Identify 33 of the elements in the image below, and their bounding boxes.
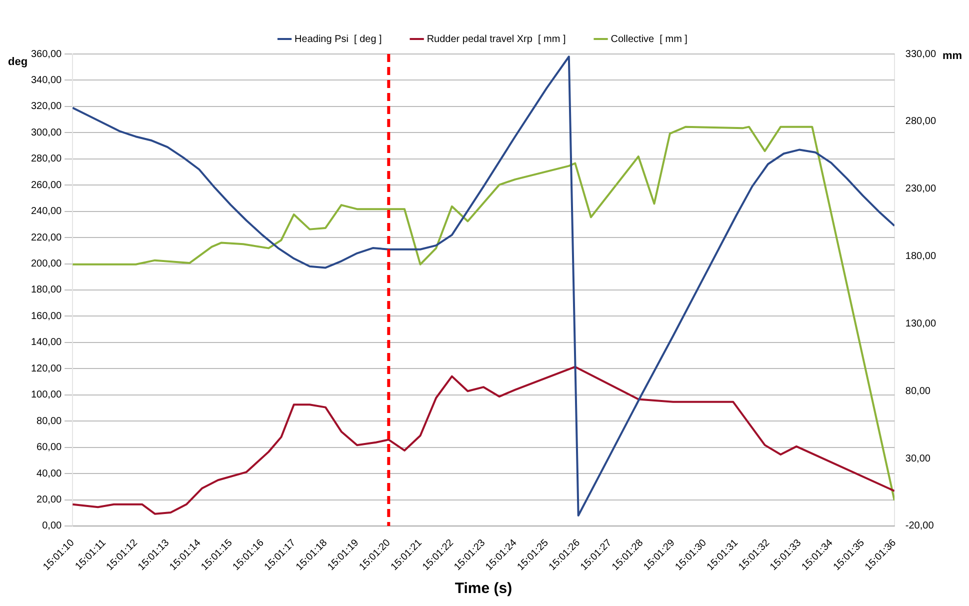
y-tick-label: 240,00 [30, 206, 62, 218]
x-axis-title: Time (s) [454, 580, 512, 598]
y-tick-label: 100,00 [30, 390, 62, 401]
y-tick-label: 20,00 [36, 494, 62, 506]
y-tick-label: 260,00 [30, 180, 62, 191]
y-tick-label: 60,00 [36, 442, 62, 454]
y-tick-label: 0,00 [42, 520, 62, 532]
y-tick-label: 200,00 [30, 258, 62, 270]
y2-tick-label: 80,00 [905, 386, 931, 397]
y-tick-label: 280,00 [30, 154, 62, 165]
y-tick-label: 360,00 [30, 48, 62, 60]
y2-tick-label: 280,00 [905, 116, 936, 128]
y-tick-label: 320,00 [30, 101, 62, 112]
y2-tick-label: -20,00 [905, 520, 934, 532]
y-tick-label: 120,00 [30, 363, 62, 374]
y2-tick-label: 130,00 [905, 318, 936, 330]
y2-tick-label: 180,00 [905, 251, 936, 262]
y-tick-label: 180,00 [30, 284, 62, 296]
y2-tick-label: 30,00 [905, 453, 931, 464]
y-tick-label: 220,00 [30, 232, 62, 244]
y-tick-label: 160,00 [30, 310, 62, 322]
legend-label: Rudder pedal travel Xrp [ mm ] [426, 34, 566, 45]
legend-label: Heading Psi [ deg ] [294, 34, 382, 45]
y-axis-title: deg [8, 56, 28, 68]
y2-tick-label: 330,00 [905, 48, 936, 60]
y-tick-label: 40,00 [36, 468, 62, 480]
y-tick-label: 80,00 [36, 416, 62, 427]
y2-axis-title: mm [942, 50, 962, 62]
legend-label: Collective [ mm ] [610, 34, 688, 45]
y-tick-label: 300,00 [30, 127, 62, 138]
y-tick-label: 140,00 [30, 337, 62, 348]
y2-tick-label: 230,00 [905, 184, 936, 195]
y-tick-label: 340,00 [30, 74, 62, 86]
